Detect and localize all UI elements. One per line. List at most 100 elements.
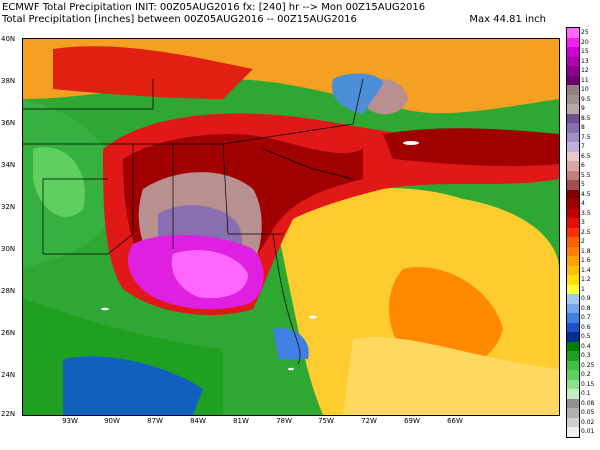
lon-label: 84W — [190, 417, 206, 425]
legend-label: 4.5 — [581, 190, 591, 198]
legend-label: 0.1 — [581, 390, 591, 397]
legend-label: 0.05 — [581, 409, 595, 416]
legend-label: 3.5 — [581, 209, 591, 217]
legend-swatch — [567, 237, 579, 247]
lat-label: 32N — [1, 203, 16, 211]
legend-swatch — [567, 218, 579, 228]
lat-label: 26N — [1, 329, 16, 337]
lat-label: 30N — [1, 245, 16, 253]
map-title: ECMWF Total Precipitation INIT: 00Z05AUG… — [2, 2, 426, 13]
lat-label: 28N — [1, 287, 16, 295]
legend-swatch — [567, 94, 579, 104]
lon-label: 93W — [62, 417, 78, 425]
precipitation-field — [23, 39, 559, 415]
legend-label: 8 — [581, 124, 585, 131]
lat-label: 38N — [1, 77, 16, 85]
lon-label: 90W — [104, 417, 120, 425]
legend-swatch — [567, 151, 579, 161]
legend-swatch — [567, 351, 579, 361]
legend-swatch — [567, 161, 579, 171]
legend-label: 13 — [581, 57, 589, 65]
lon-label: 81W — [233, 417, 249, 425]
legend-label: 7.5 — [581, 133, 591, 141]
legend-label: 0.02 — [581, 418, 595, 426]
legend-swatch — [567, 341, 579, 351]
legend-label: 0.25 — [581, 361, 595, 369]
legend-label: 6 — [581, 162, 585, 169]
legend-swatch — [567, 256, 579, 266]
state-boundaries — [23, 78, 364, 365]
legend-swatch — [567, 170, 579, 180]
precipitation-map — [22, 38, 560, 416]
legend-swatch — [567, 379, 579, 389]
legend-swatch — [567, 189, 579, 199]
legend-swatch — [567, 294, 579, 304]
legend-swatch — [567, 56, 579, 66]
legend-label: 1.6 — [581, 257, 591, 264]
legend-label: 9 — [581, 105, 585, 112]
legend-swatch — [567, 360, 579, 370]
legend-label: 10 — [581, 86, 589, 93]
legend-swatch — [567, 313, 579, 323]
lat-label: 22N — [1, 410, 16, 418]
legend-label: 2 — [581, 238, 585, 245]
legend-label: 9.5 — [581, 95, 591, 103]
legend-swatch — [567, 246, 579, 256]
legend-label: 1.2 — [581, 276, 591, 283]
legend-swatch — [567, 123, 579, 133]
legend-label: 12 — [581, 67, 589, 74]
lat-label: 36N — [1, 119, 16, 127]
color-legend — [566, 27, 580, 438]
legend-swatch — [567, 66, 579, 76]
legend-label: 11 — [581, 76, 589, 84]
legend-label: 6.5 — [581, 152, 591, 160]
legend-swatch — [567, 227, 579, 237]
legend-label: 20 — [581, 38, 589, 46]
legend-swatch — [567, 389, 579, 399]
legend-swatch — [567, 85, 579, 95]
legend-label: 0.15 — [581, 380, 595, 388]
legend-label: 0.2 — [581, 371, 591, 378]
legend-label: 0.08 — [581, 399, 595, 407]
map-subtitle: Total Precipitation [inches] between 00Z… — [2, 14, 357, 25]
legend-label: 25 — [581, 29, 589, 36]
legend-swatch — [567, 275, 579, 285]
legend-label: 15 — [581, 48, 589, 55]
legend-swatch — [567, 398, 579, 408]
legend-label: 0.6 — [581, 323, 591, 331]
lon-label: 87W — [147, 417, 163, 425]
legend-label: 0.8 — [581, 304, 591, 312]
legend-label: 7 — [581, 143, 585, 150]
legend-label: 5.5 — [581, 171, 591, 179]
legend-swatch — [567, 104, 579, 114]
lat-label: 24N — [1, 371, 16, 379]
legend-swatch — [567, 208, 579, 218]
legend-label: 1.4 — [581, 266, 591, 274]
legend-label: 0.3 — [581, 352, 591, 359]
legend-label: 3 — [581, 219, 585, 226]
max-value-label: Max 44.81 inch — [469, 14, 546, 25]
legend-swatch — [567, 370, 579, 380]
legend-swatch — [567, 427, 579, 437]
lat-label: 34N — [1, 161, 16, 169]
legend-label: 1.8 — [581, 247, 591, 255]
legend-swatch — [567, 322, 579, 332]
legend-swatch — [567, 199, 579, 209]
legend-swatch — [567, 265, 579, 275]
lon-label: 75W — [318, 417, 334, 425]
legend-swatch — [567, 303, 579, 313]
legend-swatch — [567, 332, 579, 342]
legend-swatch — [567, 180, 579, 190]
legend-swatch — [567, 408, 579, 418]
legend-label: 5 — [581, 181, 585, 188]
lat-label: 40N — [1, 35, 16, 43]
legend-swatch — [567, 132, 579, 142]
lon-label: 72W — [361, 417, 377, 425]
legend-label: 0.7 — [581, 314, 591, 321]
legend-swatch — [567, 75, 579, 85]
lon-label: 78W — [276, 417, 292, 425]
legend-swatch — [567, 417, 579, 427]
legend-label: 0.5 — [581, 333, 591, 340]
legend-label: 0.9 — [581, 295, 591, 302]
legend-label: 8.5 — [581, 114, 591, 122]
